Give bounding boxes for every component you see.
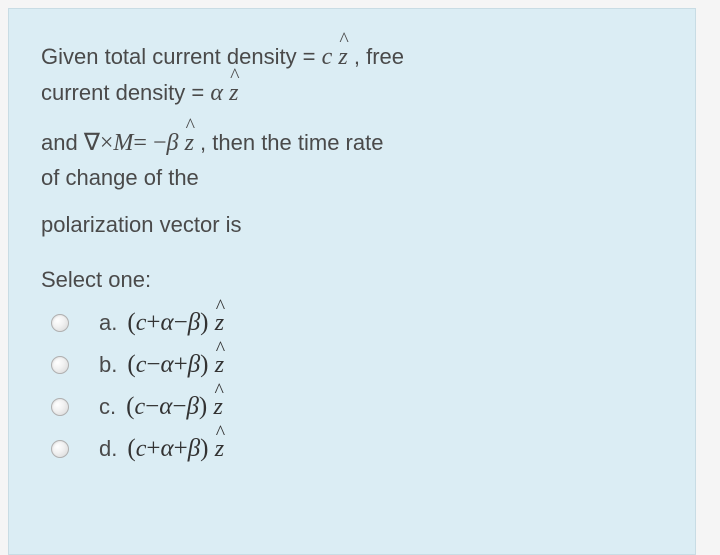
radio-b[interactable] [51, 356, 69, 374]
text-then: , then the time rate [194, 130, 384, 155]
options-list: a. (c+α−β) z^ b. (c−α+β) z^ c. (c−α−β) z… [41, 309, 663, 463]
option-a-label: a. [99, 310, 117, 336]
math-m: M [113, 130, 133, 156]
math-nabla: ∇× [84, 130, 114, 156]
option-d-label: d. [99, 436, 117, 462]
math-beta: β [167, 130, 179, 156]
option-c-expr: (c−α−β) z^ [126, 393, 223, 421]
option-c-label: c. [99, 394, 116, 420]
text-free: , free [348, 44, 404, 69]
math-eq: = − [133, 130, 166, 156]
select-one-label: Select one: [41, 267, 663, 293]
option-a[interactable]: a. (c+α−β) z^ [51, 309, 663, 337]
option-b-label: b. [99, 352, 117, 378]
text-change: of change of the [41, 165, 199, 190]
option-d-expr: (c+α+β) z^ [127, 435, 224, 463]
radio-a[interactable] [51, 314, 69, 332]
text-given: Given total current density = [41, 44, 322, 69]
option-d[interactable]: d. (c+α+β) z^ [51, 435, 663, 463]
question-stem-1: Given total current density = c z^ , fre… [41, 39, 663, 111]
math-zhat-3: z^ [185, 125, 194, 161]
option-b-expr: (c−α+β) z^ [127, 351, 224, 379]
option-c[interactable]: c. (c−α−β) z^ [51, 393, 663, 421]
math-zhat: z^ [338, 39, 347, 75]
question-container: Given total current density = c z^ , fre… [8, 8, 696, 555]
radio-c[interactable] [51, 398, 69, 416]
text-and: and [41, 130, 84, 155]
text-current: current density = [41, 80, 210, 105]
math-zhat-2: z^ [229, 75, 238, 111]
question-stem-2: and ∇×M= −β z^ , then the time rate of c… [41, 125, 663, 194]
option-a-expr: (c+α−β) z^ [127, 309, 224, 337]
math-c: c [322, 44, 333, 70]
math-alpha: α [210, 80, 223, 106]
radio-d[interactable] [51, 440, 69, 458]
option-b[interactable]: b. (c−α+β) z^ [51, 351, 663, 379]
question-stem-3: polarization vector is [41, 208, 663, 241]
text-polarization: polarization vector is [41, 212, 242, 237]
